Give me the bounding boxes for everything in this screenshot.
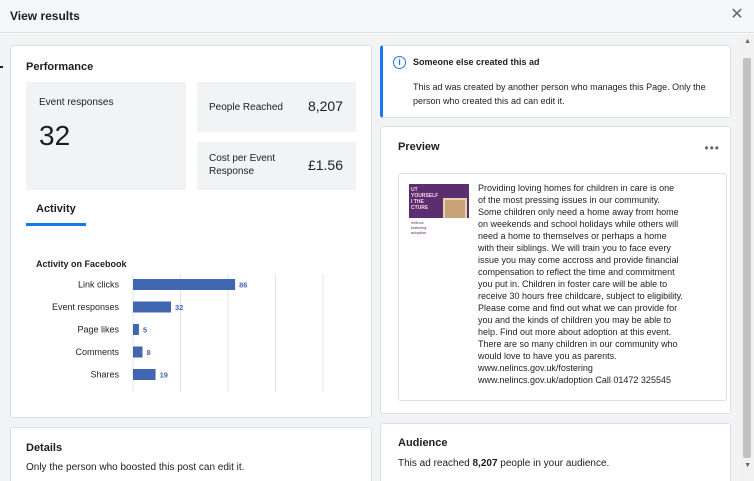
bar-label-3: Comments [75,347,119,357]
audience-reached-value: 8,207 [472,458,498,469]
performance-card: Performance Event responses 32 People Re… [10,45,372,418]
bar-1[interactable] [133,301,171,313]
more-icon[interactable]: ••• [704,141,720,155]
audience-text-suffix: people in your audience. [497,458,610,469]
cost-label-line2: Response [209,166,255,177]
audience-card: Audience This ad reached 8,207 people in… [380,423,731,481]
bar-value-3: 8 [147,348,151,357]
bar-value-1: 32 [175,303,183,312]
cost-label-line1: Cost per Event [209,153,276,164]
tab-activity-label: Activity [36,203,76,215]
thumbnail-photo [443,198,467,220]
bar-label-2: Page likes [77,325,119,335]
close-icon[interactable]: ✕ [730,6,744,23]
audience-title: Audience [398,437,448,449]
activity-subtitle: Activity on Facebook [36,259,127,269]
bar-label-1: Event responses [52,302,120,312]
event-responses-value: 32 [39,120,71,151]
people-reached-value: 8,207 [307,98,343,114]
dialog-title: View results [10,9,80,23]
info-icon: i [393,56,406,69]
bar-label-0: Link clicks [78,280,120,290]
bar-value-0: 86 [239,281,247,290]
bar-value-2: 5 [143,326,147,335]
details-text: Only the person who boosted this post ca… [26,462,245,473]
dialog-body: Performance Event responses 32 People Re… [0,34,740,481]
bar-3[interactable] [133,346,143,358]
audience-text: This ad reached 8,207 people in your aud… [398,458,609,469]
bar-label-4: Shares [90,370,119,380]
people-reached-box: People Reached 8,207 [197,82,356,132]
scroll-down-icon[interactable]: ▼ [744,462,751,469]
ad-thumbnail-image: UT YOURSELF I THE CTURE nelincs fosterin… [409,184,469,236]
cost-per-response-box: Cost per Event Response £1.56 [197,142,356,190]
performance-title: Performance [26,61,94,73]
info-banner-text: This ad was created by another person wh… [413,82,706,106]
scroll-up-icon[interactable]: ▲ [744,38,751,45]
thumbnail-caption: UT YOURSELF I THE CTURE [411,187,439,211]
event-responses-box: Event responses 32 [26,82,186,190]
cost-value: £1.56 [307,157,343,173]
scrollbar-thumb[interactable] [743,58,751,458]
people-reached-label: People Reached [209,102,283,113]
bar-4[interactable] [133,369,156,380]
details-card: Details Only the person who boosted this… [10,427,372,481]
thumbnail-strip: nelincs fostering adoption [409,218,469,236]
bar-value-4: 19 [160,371,168,380]
activity-chart: Link clicks 86 Event responses 32 Page likes… [52,274,324,392]
left-gutter-tick [0,66,3,68]
ad-preview[interactable]: UT YOURSELF I THE CTURE nelincs fosterin… [398,173,727,401]
thumbnail-strip-text: nelincs fostering adoption [411,220,427,235]
event-responses-label: Event responses [39,97,114,108]
ad-body-text: Providing loving homes for children in c… [478,183,683,385]
tab-activity[interactable]: Activity [26,196,86,226]
tab-underline [26,223,86,226]
bar-2[interactable] [133,324,139,335]
dialog-header: View results ✕ [0,0,754,33]
audience-text-prefix: This ad reached [398,458,473,469]
preview-title: Preview [398,141,440,153]
details-title: Details [26,442,63,454]
info-banner: i Someone else created this ad This ad w… [380,45,731,118]
info-banner-title: Someone else created this ad [413,57,540,67]
bar-0[interactable] [133,279,236,290]
preview-card: Preview ••• UT YOURSELF I THE CTURE neli… [380,126,731,414]
